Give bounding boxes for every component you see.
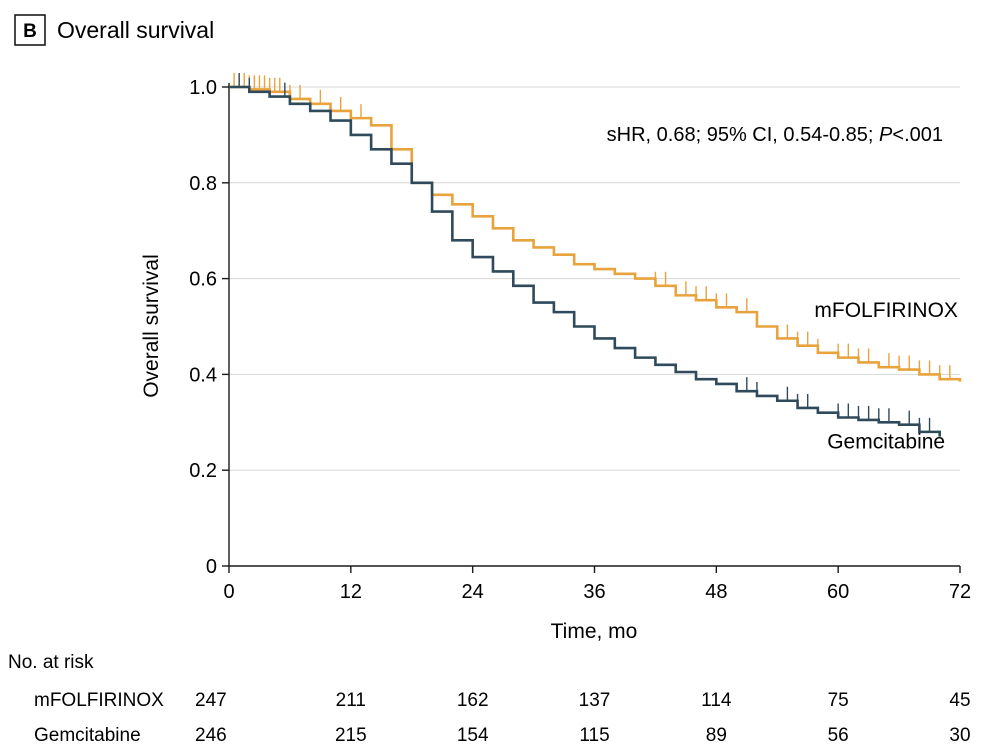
y-tick-label: 0 [206,556,217,578]
x-tick-label: 60 [827,581,849,603]
risk-value: 45 [949,690,970,711]
x-tick-label: 0 [223,581,234,603]
gridlines [229,86,960,471]
risk-value: 247 [195,690,227,711]
x-tick-label: 36 [583,581,605,603]
risk-value: 154 [457,725,489,746]
p-value: <.001 [892,124,943,146]
panel-letter: B [23,21,37,42]
x-tick-label: 12 [340,581,362,603]
p-symbol: P [879,124,893,146]
risk-table-title: No. at risk [8,652,94,673]
survival-curves: mFOLFIRINOX Gemcitabine [229,73,962,454]
axes: 0 0.2 0.4 0.6 0.8 1.0 0 12 24 36 48 60 72 [189,77,971,603]
risk-value: 114 [701,690,732,711]
risk-value: 30 [949,725,970,746]
risk-value: 215 [335,725,367,746]
panel-letter-box [14,14,46,46]
hazard-ratio-text: sHR, 0.68; 95% CI, 0.54-0.85; [607,124,879,146]
x-axis-title: Time, mo [551,620,638,643]
y-tick-label: 0.6 [189,269,217,291]
series-label-mfolfirinox: mFOLFIRINOX [814,299,958,322]
panel-title: Overall survival [57,17,214,43]
number-at-risk-table: No. at risk mFOLFIRINOX 247 211 162 137 114 75… [8,652,971,746]
y-tick-label: 1.0 [189,77,217,99]
x-tick-label: 48 [705,581,727,603]
risk-value: 75 [828,690,849,711]
y-tick-label: 0.2 [189,460,217,482]
risk-value: 162 [457,690,489,711]
y-axis-title: Overall survival [140,254,163,398]
risk-value: 89 [706,725,727,746]
y-tick-label: 0.4 [189,364,217,386]
risk-row-label: Gemcitabine [34,725,141,746]
risk-value: 246 [195,725,227,746]
risk-row-label: mFOLFIRINOX [34,690,164,711]
risk-value: 211 [336,690,366,711]
x-tick-label: 24 [462,581,484,603]
risk-value: 115 [579,725,609,746]
hazard-ratio-annotation: sHR, 0.68; 95% CI, 0.54-0.85; P<.001 [607,124,943,146]
series-line-gemcitabine [229,85,941,437]
y-tick-label: 0.8 [189,173,217,195]
risk-value: 56 [828,725,849,746]
series-label-gemcitabine: Gemcitabine [827,431,945,454]
risk-value: 137 [579,690,611,711]
x-tick-label: 72 [949,581,971,603]
